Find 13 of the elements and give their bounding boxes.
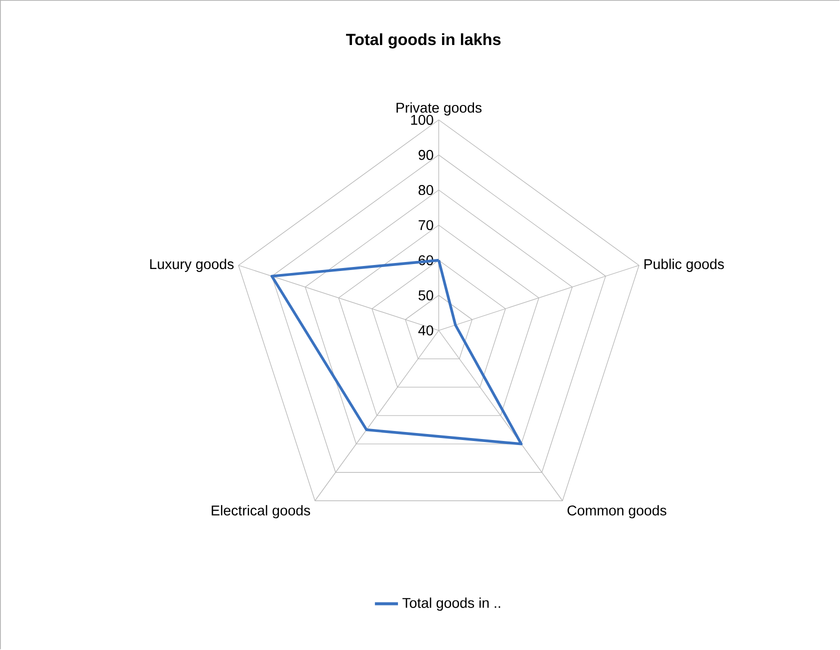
spoke-label: Electrical goods: [212, 505, 310, 518]
legend-label: Total goods in ..: [402, 598, 500, 611]
y-tick-label: 90: [418, 150, 434, 160]
y-tick-label: 40: [418, 326, 434, 336]
y-tick-label: 80: [418, 185, 434, 196]
y-tick-label: 70: [418, 220, 434, 230]
spoke-label: Luxury goods: [150, 258, 234, 272]
spoke-label: Private goods: [396, 102, 482, 116]
spoke-label: Public goods: [644, 258, 724, 272]
y-tick-label: 50: [418, 290, 434, 300]
y-tick-label: 100: [411, 114, 434, 126]
spoke-label: Common goods: [568, 505, 666, 518]
chart-title: Total goods in lakhs: [346, 33, 501, 49]
